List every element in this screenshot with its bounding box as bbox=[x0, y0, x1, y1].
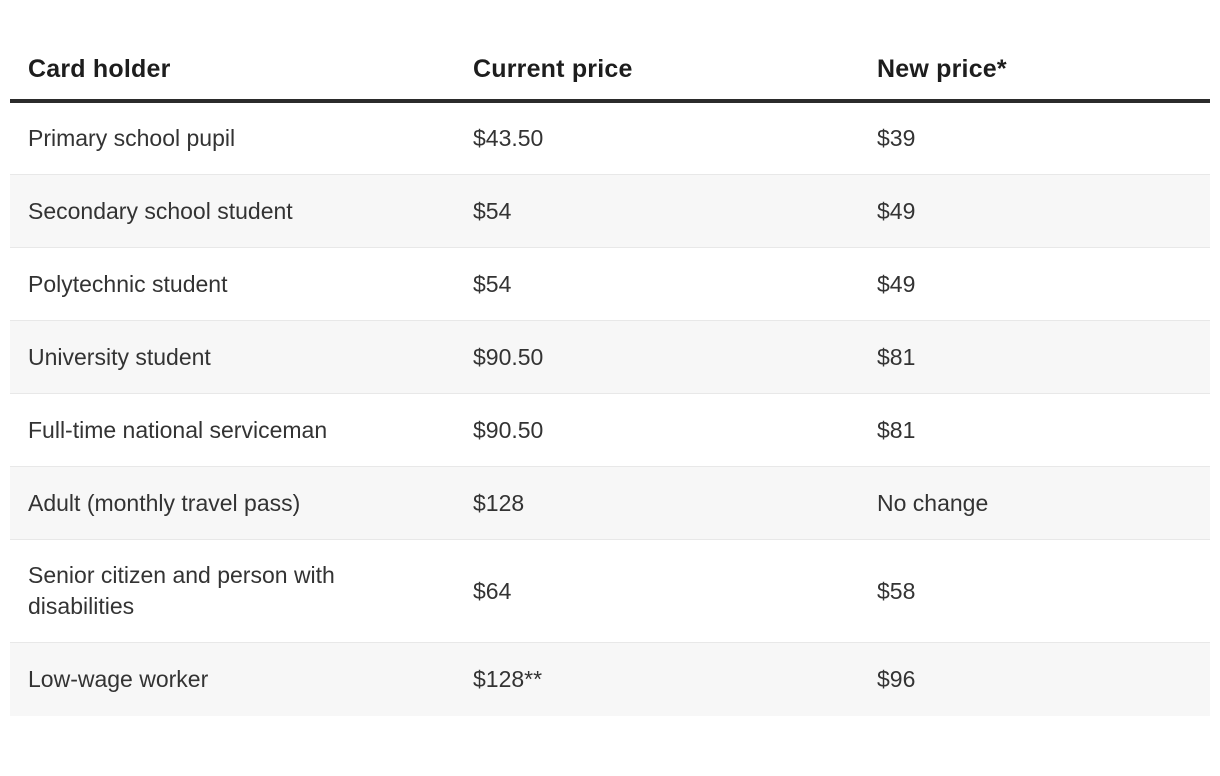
current-price-cell: $90.50 bbox=[455, 320, 859, 394]
card-holder-cell: Adult (monthly travel pass) bbox=[10, 466, 455, 540]
current-price-cell: $90.50 bbox=[455, 393, 859, 467]
new-price-cell: No change bbox=[859, 466, 1210, 540]
table-row: Secondary school student $54 $49 bbox=[10, 174, 1210, 248]
fare-table: Card holder Current price New price* Pri… bbox=[10, 40, 1210, 716]
table-row: Senior citizen and person with disabilit… bbox=[10, 539, 1210, 643]
table-row: Primary school pupil $43.50 $39 bbox=[10, 101, 1210, 175]
card-holder-cell: Senior citizen and person with disabilit… bbox=[10, 539, 455, 643]
table-row: Full-time national serviceman $90.50 $81 bbox=[10, 393, 1210, 467]
table-row: Low-wage worker $128** $96 bbox=[10, 642, 1210, 716]
card-holder-cell: Polytechnic student bbox=[10, 247, 455, 321]
current-price-cell: $128** bbox=[455, 642, 859, 716]
current-price-cell: $54 bbox=[455, 247, 859, 321]
current-price-cell: $64 bbox=[455, 539, 859, 643]
current-price-cell: $54 bbox=[455, 174, 859, 248]
card-holder-cell: Secondary school student bbox=[10, 174, 455, 248]
card-holder-cell: Full-time national serviceman bbox=[10, 393, 455, 467]
header-row: Card holder Current price New price* bbox=[10, 40, 1210, 103]
current-price-cell: $43.50 bbox=[473, 125, 544, 151]
table-row: Polytechnic student $54 $49 bbox=[10, 247, 1210, 321]
fare-table-container: Card holder Current price New price* Pri… bbox=[10, 40, 1210, 716]
column-header-new-price: New price* bbox=[859, 40, 1210, 103]
new-price-cell: $49 bbox=[859, 247, 1210, 321]
new-price-cell: $81 bbox=[859, 393, 1210, 467]
table-row: Adult (monthly travel pass) $128 No chan… bbox=[10, 466, 1210, 540]
new-price-cell: $96 bbox=[859, 642, 1210, 716]
card-holder-cell: Low-wage worker bbox=[10, 642, 455, 716]
card-holder-cell: Primary school pupil bbox=[28, 125, 236, 151]
new-price-cell: $58 bbox=[859, 539, 1210, 643]
current-price-cell: $128 bbox=[455, 466, 859, 540]
new-price-cell: $49 bbox=[859, 174, 1210, 248]
column-header-current-price: Current price bbox=[455, 40, 859, 103]
column-header-card-holder: Card holder bbox=[10, 40, 455, 103]
table-row: University student $90.50 $81 bbox=[10, 320, 1210, 394]
new-price-cell: $81 bbox=[859, 320, 1210, 394]
new-price-cell: $39 bbox=[877, 125, 916, 151]
card-holder-cell: University student bbox=[10, 320, 455, 394]
